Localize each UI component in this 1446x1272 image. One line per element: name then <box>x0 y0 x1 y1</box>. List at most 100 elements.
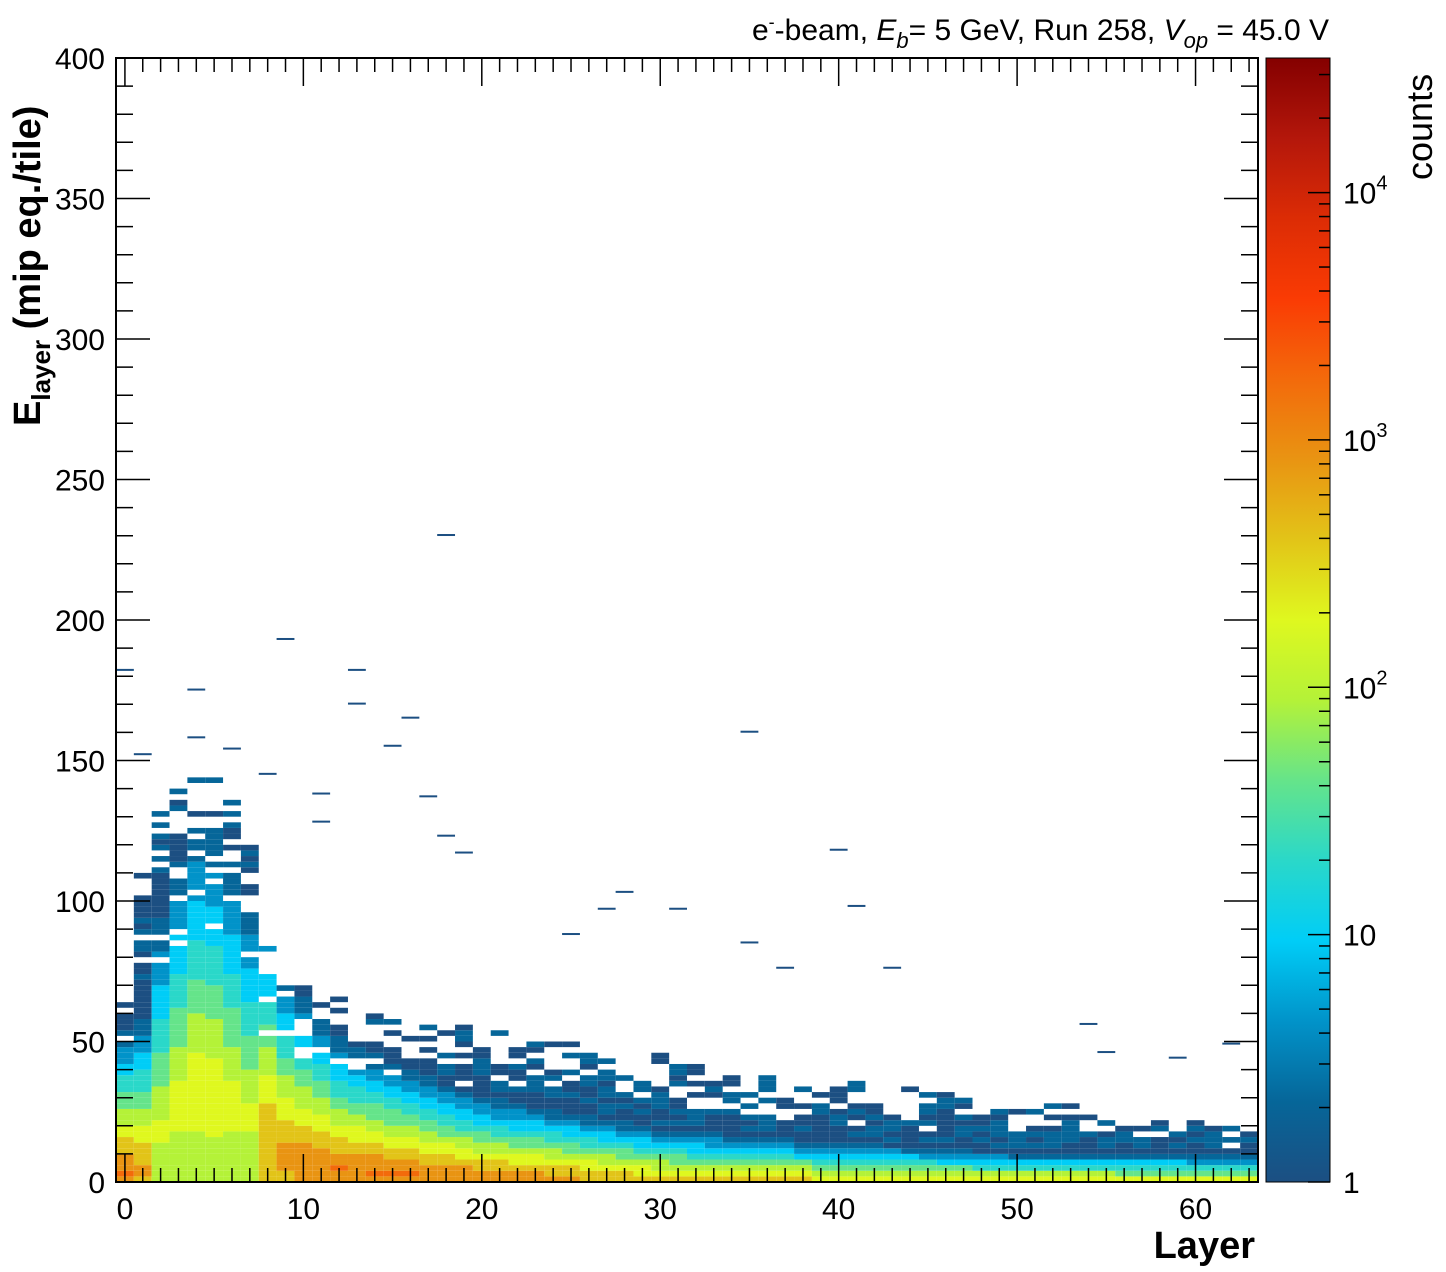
heatmap-cell <box>401 1142 420 1149</box>
heatmap-cell <box>365 1165 384 1171</box>
heatmap-cell <box>151 985 170 991</box>
heatmap-cell <box>544 1041 563 1048</box>
heatmap-cell <box>740 1103 759 1109</box>
heatmap-cell <box>187 974 206 980</box>
heatmap-cell <box>330 1080 348 1087</box>
heatmap-cell <box>240 929 259 935</box>
heatmap-cell <box>223 940 241 946</box>
heatmap-cell <box>169 990 188 997</box>
heatmap-cell <box>205 1153 224 1160</box>
heatmap-cell <box>133 1035 152 1042</box>
heatmap-cell <box>151 929 170 935</box>
heatmap-cell <box>205 861 224 868</box>
heatmap-cell <box>419 1097 438 1104</box>
heatmap-cell <box>544 1097 563 1104</box>
y-tick-label: 300 <box>55 324 105 357</box>
heatmap-cell <box>562 1148 580 1154</box>
heatmap-cell <box>116 1142 134 1149</box>
heatmap-cell <box>312 1058 331 1064</box>
heatmap-cell <box>865 1137 884 1143</box>
heatmap-cell <box>972 1159 991 1166</box>
heatmap-cell <box>205 1148 224 1154</box>
heatmap-cell <box>508 1075 527 1081</box>
heatmap-cell <box>419 1159 438 1166</box>
heatmap-cell <box>1204 1165 1223 1171</box>
heatmap-cell <box>383 1153 402 1160</box>
heatmap-cell <box>1150 1153 1169 1160</box>
heatmap-cell <box>294 1041 313 1048</box>
heatmap-cell <box>116 1097 134 1104</box>
heatmap-cell <box>936 1165 955 1171</box>
heatmap-cell <box>490 1153 509 1160</box>
heatmap-cell <box>169 962 188 969</box>
heatmap-cell <box>151 889 170 896</box>
heatmap-cell <box>722 1075 741 1081</box>
heatmap-cell <box>187 1047 206 1053</box>
heatmap-cell <box>847 1153 866 1160</box>
heatmap-cell <box>544 1075 563 1081</box>
heatmap-cell <box>669 1075 687 1081</box>
heatmap-cell <box>151 979 170 986</box>
heatmap-cell <box>276 1013 295 1020</box>
heatmap-cell <box>883 1120 902 1126</box>
heatmap-cell <box>240 996 259 1003</box>
heatmap-cell <box>758 1086 777 1093</box>
heatmap-cell <box>240 923 259 930</box>
heatmap-cell <box>794 1153 812 1160</box>
heatmap-cell <box>526 1131 545 1138</box>
heatmap-cell <box>615 1165 634 1171</box>
heatmap-cell <box>151 901 170 907</box>
heatmap-outlier-cell <box>1079 1022 1098 1025</box>
heatmap-cell <box>1008 1142 1027 1149</box>
heatmap-cell <box>508 1137 527 1143</box>
heatmap-cell <box>205 934 224 941</box>
heatmap-cell <box>865 1153 884 1160</box>
heatmap-cell <box>365 1153 384 1160</box>
heatmap-cell <box>651 1086 670 1093</box>
heatmap-cell <box>258 1007 277 1014</box>
heatmap-cell <box>1008 1108 1027 1115</box>
heatmap-cell <box>918 1103 937 1109</box>
heatmap-cell <box>1222 1137 1241 1143</box>
heatmap-cell <box>687 1153 705 1160</box>
heatmap-cell <box>169 1024 188 1031</box>
heatmap-cell <box>472 1047 491 1053</box>
heatmap-cell <box>562 1114 580 1121</box>
heatmap-cell <box>865 1120 884 1126</box>
heatmap-cell <box>990 1114 1009 1121</box>
heatmap-cell <box>508 1108 527 1115</box>
heatmap-cell <box>258 1052 277 1059</box>
heatmap-cell <box>829 1097 848 1104</box>
heatmap-cell <box>116 1092 134 1098</box>
heatmap-cell <box>151 1041 170 1048</box>
heatmap-cell <box>187 917 206 924</box>
heatmap-cell <box>205 1165 224 1171</box>
y-tick-label: 0 <box>88 1167 105 1200</box>
heatmap-cell <box>240 1086 259 1093</box>
heatmap-cell <box>883 1165 902 1171</box>
colorbar-tick-label: 1 <box>1343 1167 1360 1200</box>
heatmap-cell <box>544 1153 563 1160</box>
heatmap-cell <box>1115 1159 1134 1166</box>
heatmap-cell <box>633 1148 652 1154</box>
heatmap-cell <box>169 788 188 795</box>
heatmap-cell <box>223 811 241 817</box>
heatmap-cell <box>151 884 170 890</box>
heatmap-cell <box>187 856 206 862</box>
heatmap-cell <box>758 1142 777 1149</box>
heatmap-cell <box>169 861 188 868</box>
heatmap-cell <box>383 1019 402 1025</box>
heatmap-cell <box>704 1159 723 1166</box>
heatmap-cell <box>223 1097 241 1104</box>
y-tick-label: 50 <box>72 1027 105 1060</box>
heatmap-cell <box>508 1131 527 1138</box>
heatmap-cell <box>330 996 348 1003</box>
heatmap-cell <box>187 912 206 918</box>
heatmap-cell <box>133 901 152 907</box>
heatmap-cell <box>347 1097 366 1104</box>
heatmap-cell <box>1150 1165 1169 1171</box>
heatmap-cell <box>240 1153 259 1160</box>
heatmap-outlier-cell <box>223 747 241 750</box>
heatmap-cell <box>1061 1120 1080 1126</box>
heatmap-cell <box>187 878 206 885</box>
